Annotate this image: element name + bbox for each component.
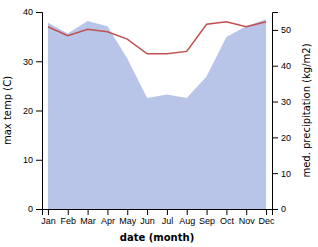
tick: Dec — [259, 209, 276, 226]
tick: 20 — [272, 133, 291, 143]
tick: Jun — [140, 209, 155, 226]
tick-mark — [272, 173, 278, 174]
tick: 0 — [272, 204, 286, 214]
axis-line — [273, 13, 279, 210]
y2-axis-title: med. precipitation (kg/m2) — [301, 43, 312, 177]
tick-label: May — [119, 216, 137, 226]
tick-mark — [167, 209, 168, 215]
tick: Apr — [101, 209, 115, 226]
tick-mark — [36, 209, 42, 210]
tick: Feb — [61, 209, 77, 226]
tick-mark — [36, 12, 42, 13]
tick-label: Feb — [61, 216, 77, 226]
tick-mark — [36, 61, 42, 62]
tick-mark — [272, 66, 278, 67]
tick: Aug — [179, 209, 195, 226]
tick-mark — [36, 160, 42, 161]
tick: 0 — [28, 204, 42, 214]
tick: Jul — [162, 209, 174, 226]
tick-label: 30 — [281, 97, 291, 107]
tick-label: 50 — [281, 25, 291, 35]
tick-mark — [226, 209, 227, 215]
tick-label: 20 — [23, 106, 33, 116]
tick-mark — [187, 209, 188, 215]
tick: 30 — [272, 97, 291, 107]
axis-line — [43, 210, 273, 216]
tick-label: Sep — [199, 216, 215, 226]
tick: 50 — [272, 25, 291, 35]
plot: Jan FebMar Apr MayJun Jul Aug Sep Oct NovDec 0 10 2… — [23, 7, 291, 226]
tick: 40 — [23, 7, 42, 17]
tick: 30 — [23, 57, 42, 67]
chart-container: Jan FebMar Apr MayJun Jul Aug Sep Oct NovDec 0 10 2… — [0, 0, 318, 247]
tick-mark — [272, 209, 278, 210]
tick: May — [119, 209, 137, 226]
tick: Nov — [239, 209, 256, 226]
tick-mark — [48, 209, 49, 215]
tick-label: Jul — [162, 216, 174, 226]
tick-label: Oct — [220, 216, 235, 226]
tick-mark — [147, 209, 148, 215]
tick-label: Nov — [239, 216, 256, 226]
tick: Mar — [80, 209, 96, 226]
tick-mark — [36, 111, 42, 112]
tick-label: Mar — [80, 216, 96, 226]
x-axis-title: date (month) — [120, 232, 194, 243]
tick-label: Apr — [101, 216, 115, 226]
tick-label: 10 — [281, 169, 291, 179]
tick: Oct — [220, 209, 235, 226]
axis-line — [36, 13, 43, 210]
tick-label: 0 — [281, 204, 286, 214]
tick-label: 40 — [23, 7, 33, 17]
tick-mark — [272, 30, 278, 31]
tick-label: 0 — [28, 204, 33, 214]
tick-label: 30 — [23, 57, 33, 67]
tick-mark — [88, 209, 89, 215]
tick: Jan — [41, 209, 56, 226]
tick-mark — [68, 209, 69, 215]
tick-mark — [127, 209, 128, 215]
tick: Sep — [199, 209, 215, 226]
tick-label: 10 — [23, 155, 33, 165]
tick: 10 — [272, 169, 291, 179]
area — [48, 19, 266, 209]
tick-label: Aug — [179, 216, 195, 226]
marks — [48, 19, 266, 209]
tick-mark — [272, 102, 278, 103]
tick-mark — [272, 137, 278, 138]
tick-mark — [107, 209, 108, 215]
tick-label: Jun — [140, 216, 155, 226]
tick-label: 40 — [281, 61, 291, 71]
tick-mark — [246, 209, 247, 215]
y2-axis: 0 10 20 30 40 50 — [272, 13, 291, 215]
x-axis: Jan FebMar Apr MayJun Jul Aug Sep Oct NovDec — [41, 209, 275, 226]
tick-label: 20 — [281, 133, 291, 143]
tick: 40 — [272, 61, 291, 71]
tick: 20 — [23, 106, 42, 116]
tick-label: Dec — [259, 216, 276, 226]
tick: 10 — [23, 155, 42, 165]
chart: Jan FebMar Apr MayJun Jul Aug Sep Oct NovDec 0 10 2… — [0, 0, 318, 247]
y-axis-title: max temp (C) — [2, 76, 13, 145]
line — [48, 22, 266, 54]
tick-mark — [266, 209, 267, 215]
tick-label: Jan — [41, 216, 56, 226]
tick-mark — [207, 209, 208, 215]
y-axis: 0 10 20 30 40 — [23, 7, 43, 214]
